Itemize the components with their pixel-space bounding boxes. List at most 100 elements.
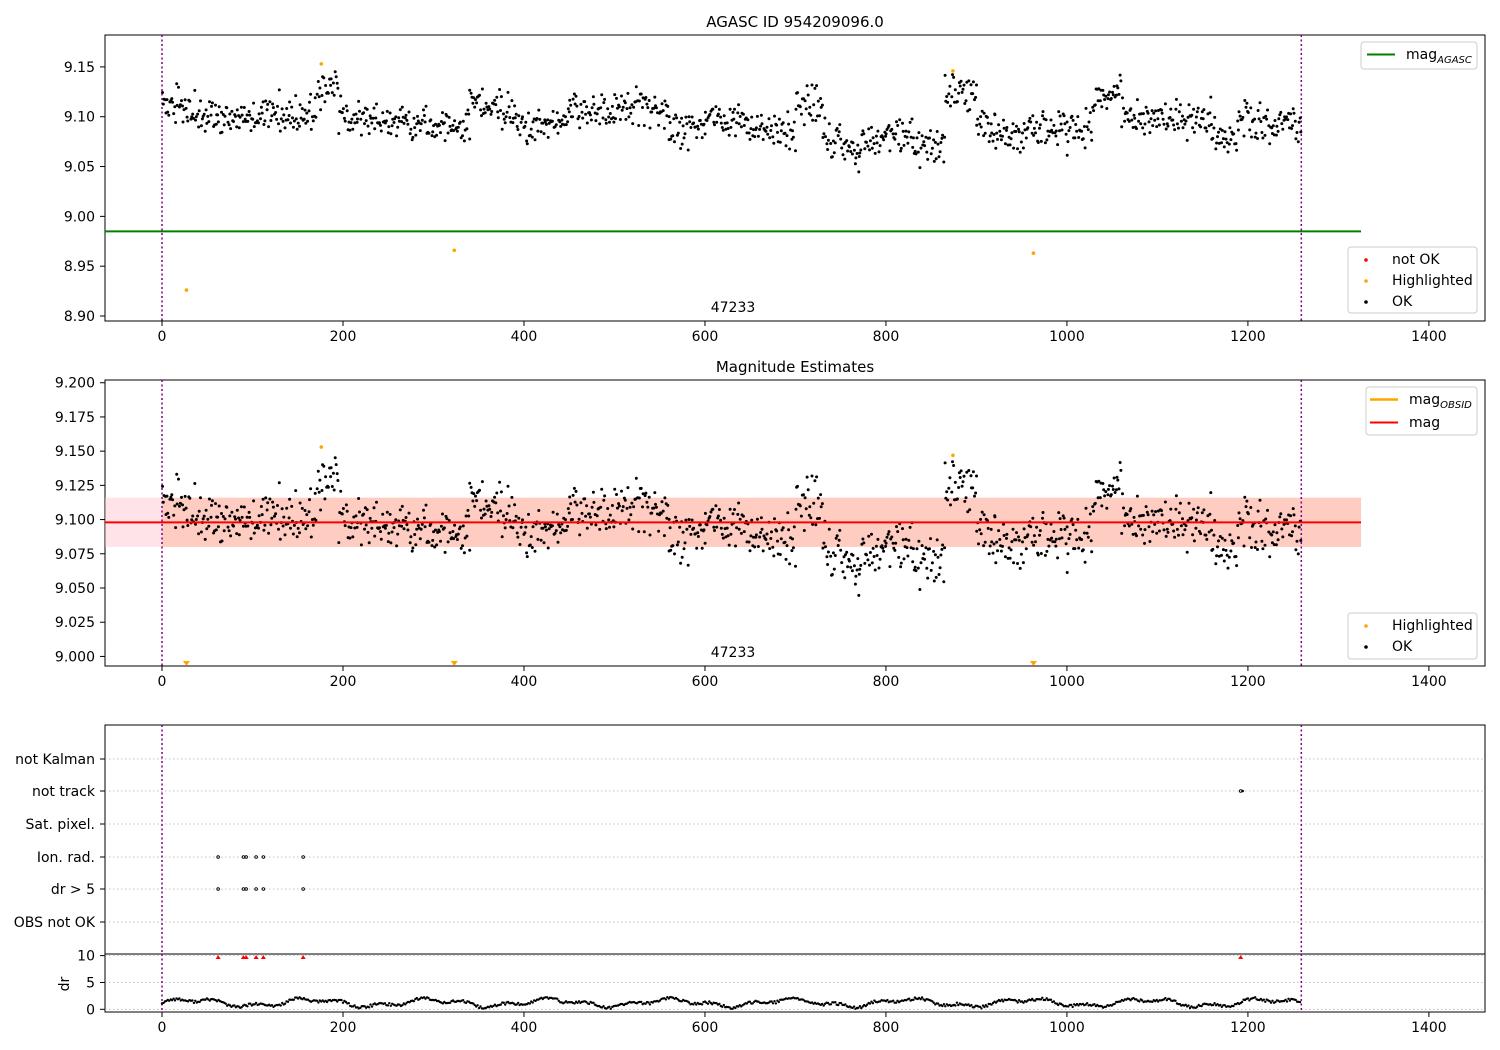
ok-point — [322, 76, 326, 80]
ok-point — [820, 502, 824, 506]
ok-point — [951, 460, 954, 464]
dr-point — [822, 1004, 825, 1007]
ok-point — [737, 122, 741, 126]
dr-point — [517, 1001, 520, 1005]
ok-point — [519, 525, 523, 529]
ok-point — [626, 486, 630, 490]
ok-point — [968, 108, 972, 112]
ok-point — [252, 101, 256, 105]
ok-point — [625, 506, 629, 510]
ok-point — [735, 121, 739, 125]
ok-point — [852, 564, 856, 568]
ok-point — [471, 499, 475, 503]
ok-point — [521, 518, 524, 522]
dr-clipped-not-ok-marker — [260, 955, 266, 959]
dr-point — [545, 996, 549, 999]
ok-point — [690, 115, 694, 119]
ok-point — [1163, 500, 1167, 504]
ok-point — [423, 525, 427, 529]
ok-point — [682, 136, 686, 140]
ok-point — [1147, 525, 1151, 529]
dr-point — [198, 1000, 201, 1004]
dr-point — [315, 999, 319, 1002]
ok-point — [334, 75, 338, 79]
ok-point — [784, 557, 788, 561]
ok-point — [1016, 147, 1019, 151]
ok-point — [410, 549, 414, 553]
ok-point — [166, 110, 170, 114]
ok-point — [808, 105, 812, 109]
ok-point — [1049, 118, 1053, 122]
ok-point — [980, 510, 984, 514]
ok-point — [257, 514, 261, 518]
ok-point — [249, 537, 253, 541]
dr-point — [896, 999, 899, 1002]
ok-point — [407, 110, 411, 114]
ok-point — [608, 513, 612, 517]
ok-point — [311, 119, 315, 123]
ok-point — [950, 95, 954, 99]
ok-point — [575, 104, 579, 108]
ok-point — [971, 470, 975, 474]
dr-point — [270, 1004, 274, 1007]
dr-point — [1155, 998, 1158, 1002]
ok-point — [942, 580, 946, 584]
ok-point — [1066, 140, 1070, 144]
ok-point — [259, 117, 262, 121]
ok-point — [654, 502, 657, 506]
ok-point — [727, 543, 731, 547]
ok-point — [703, 132, 707, 136]
dr-point — [751, 1002, 754, 1005]
ok-point — [1028, 116, 1032, 120]
ok-point — [1089, 130, 1093, 134]
ok-point — [507, 504, 511, 508]
ok-point — [193, 88, 197, 92]
ok-point — [925, 150, 929, 154]
ok-point — [689, 126, 693, 129]
ok-point — [1210, 528, 1213, 532]
ok-point — [387, 125, 391, 129]
ok-point — [572, 92, 576, 96]
y-tick-label: 9.150 — [55, 444, 95, 460]
ok-point — [918, 588, 922, 591]
ok-point — [702, 122, 706, 126]
ok-point — [283, 533, 287, 537]
ok-point — [585, 504, 589, 508]
ok-point — [571, 493, 575, 497]
ok-point — [223, 517, 227, 521]
ok-point — [443, 139, 447, 143]
ok-point — [811, 522, 815, 526]
ok-point — [901, 129, 905, 133]
ok-point — [566, 120, 570, 124]
ok-point — [716, 112, 720, 116]
ok-point — [894, 541, 898, 545]
ok-point — [602, 498, 606, 502]
ok-point — [541, 526, 545, 530]
ok-point — [833, 554, 837, 557]
dr-point — [644, 1002, 647, 1005]
ok-point — [1096, 496, 1100, 500]
ok-point — [901, 538, 905, 542]
ok-point — [590, 505, 594, 509]
ok-point — [878, 557, 882, 561]
ok-point — [1041, 516, 1044, 520]
ok-point — [767, 117, 771, 121]
ok-point — [1129, 507, 1133, 511]
ok-point — [1041, 511, 1045, 514]
dr-point — [1284, 998, 1287, 1001]
ok-point — [985, 115, 989, 119]
ok-point — [1202, 508, 1206, 512]
ok-point — [220, 539, 224, 543]
dr-point — [1045, 997, 1048, 1000]
ok-point — [686, 563, 690, 567]
ok-point — [1164, 534, 1168, 538]
ok-point — [267, 125, 271, 129]
ok-point — [1112, 84, 1116, 88]
ok-point — [772, 141, 776, 145]
ok-point — [1238, 517, 1242, 521]
ok-point — [1296, 552, 1300, 556]
ok-point — [359, 543, 363, 547]
ok-point — [1178, 103, 1182, 107]
dr-point — [1184, 1003, 1187, 1006]
dr-point — [837, 1003, 840, 1007]
